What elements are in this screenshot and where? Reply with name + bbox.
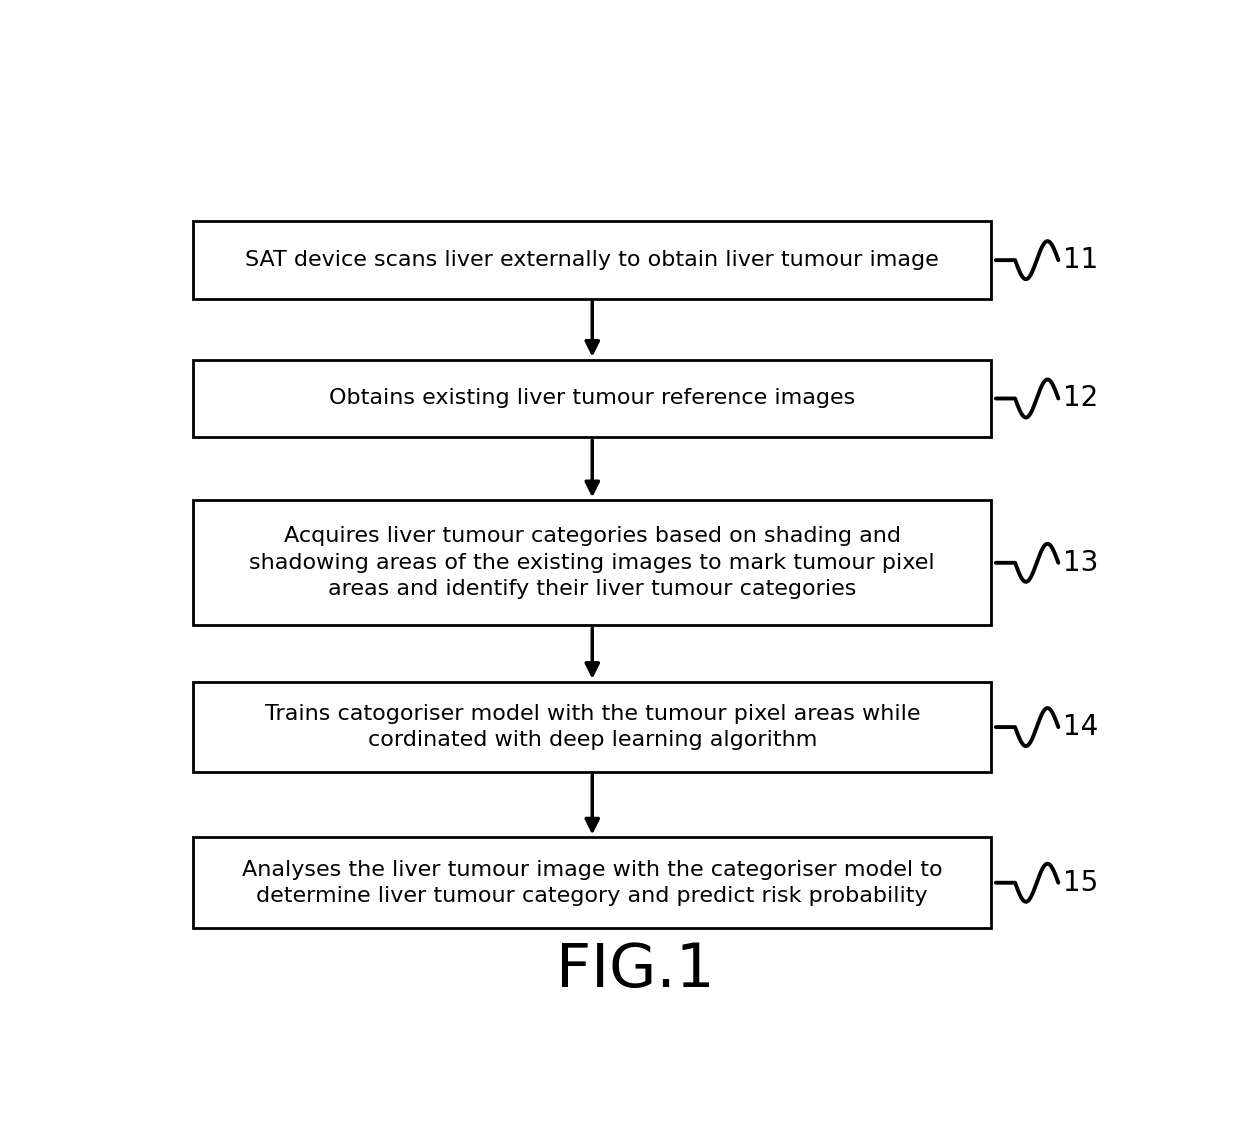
FancyBboxPatch shape (193, 500, 991, 626)
Text: 15: 15 (1063, 869, 1099, 897)
FancyBboxPatch shape (193, 838, 991, 928)
Text: Trains catogoriser model with the tumour pixel areas while
cordinated with deep : Trains catogoriser model with the tumour… (264, 704, 920, 750)
FancyBboxPatch shape (193, 682, 991, 773)
Text: Acquires liver tumour categories based on shading and
shadowing areas of the exi: Acquires liver tumour categories based o… (249, 527, 935, 600)
FancyBboxPatch shape (193, 359, 991, 438)
Text: FIG.1: FIG.1 (557, 941, 714, 1001)
Text: 11: 11 (1063, 246, 1099, 274)
Text: SAT device scans liver externally to obtain liver tumour image: SAT device scans liver externally to obt… (246, 250, 939, 271)
Text: Obtains existing liver tumour reference images: Obtains existing liver tumour reference … (329, 389, 856, 409)
FancyBboxPatch shape (193, 221, 991, 299)
Text: Analyses the liver tumour image with the categoriser model to
determine liver tu: Analyses the liver tumour image with the… (242, 859, 942, 906)
Text: 12: 12 (1063, 384, 1099, 412)
Text: 14: 14 (1063, 713, 1099, 741)
Text: 13: 13 (1063, 549, 1099, 577)
